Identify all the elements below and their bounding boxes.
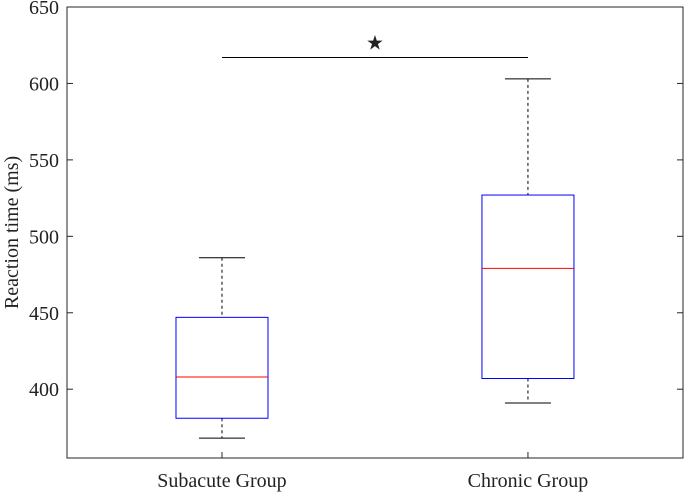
box-subacute-group [175, 257, 269, 439]
iqr-box-subacute-group [175, 316, 269, 419]
y-tick-label: 650 [29, 0, 59, 19]
y-tick-label: 500 [29, 226, 59, 248]
iqr-box-chronic-group [481, 194, 575, 380]
y-axis-ticks: 400 450 500 550 600 650 [29, 0, 683, 401]
significance-annotation: ★ [221, 32, 528, 58]
y-tick-label: 450 [29, 303, 59, 325]
x-tick-label: Chronic Group [468, 470, 589, 492]
x-tick-label: Subacute Group [157, 470, 286, 492]
plot-layer: ★ [175, 32, 575, 439]
y-tick-label: 550 [29, 150, 59, 172]
y-tick-label: 600 [29, 73, 59, 95]
x-axis-ticks: Subacute Group Chronic Group [157, 452, 588, 492]
significance-star-icon: ★ [366, 32, 384, 54]
y-axis-title: Reaction time (ms) [1, 156, 23, 309]
plot-frame [66, 6, 684, 459]
box-chronic-group [481, 78, 575, 404]
y-tick-label: 400 [29, 379, 59, 401]
